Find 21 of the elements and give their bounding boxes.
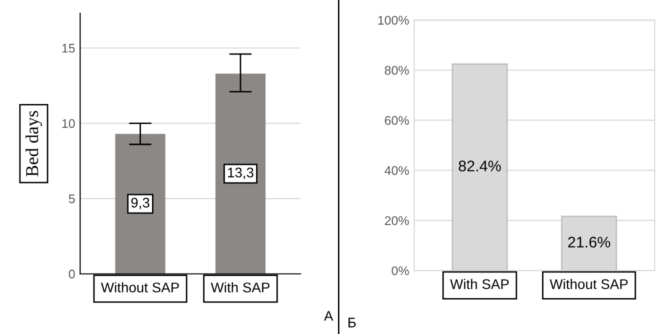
data-label: 21.6%: [568, 236, 610, 248]
text: А: [324, 311, 334, 321]
y-tick-label: 0: [68, 270, 75, 279]
y-tick-label: 40%: [384, 166, 409, 175]
x-tick-label: Without SAP: [550, 278, 628, 290]
y-tick-label: 5: [68, 194, 75, 204]
y-tick-label: 10: [62, 119, 75, 128]
y-tick-label: 80%: [384, 66, 409, 75]
x-tick-label: With SAP: [210, 282, 270, 292]
data-label: 9,3: [131, 198, 150, 210]
y-tick-label: 100%: [378, 16, 409, 25]
data-label: 13,3: [228, 168, 254, 180]
y-tick-label: 60%: [384, 116, 409, 125]
y-tick-label: 15: [62, 44, 75, 53]
text: Б: [348, 318, 356, 328]
x-tick-label: Without SAP: [100, 282, 179, 292]
x-tick-label: With SAP: [450, 278, 509, 290]
data-label: 82.4%: [458, 160, 501, 172]
y-tick-label: 20%: [384, 216, 409, 226]
y-tick-label: 0%: [392, 266, 409, 276]
y-axis-title: Bed days: [26, 110, 42, 176]
